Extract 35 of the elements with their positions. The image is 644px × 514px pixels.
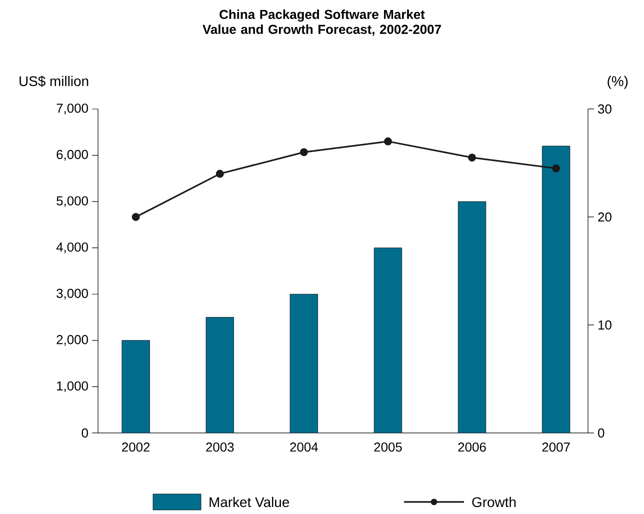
y2-tick-label: 30	[598, 104, 612, 114]
y-tick-label: 3,000	[56, 288, 88, 300]
y-tick-label: 1,000	[57, 381, 88, 392]
bar	[374, 248, 402, 433]
x-tick-label: 2003	[206, 442, 234, 452]
x-tick-label: 2007	[542, 442, 570, 452]
x-tick-label: 2005	[374, 442, 402, 452]
bar	[206, 317, 234, 433]
y2-tick-label: 20	[598, 212, 612, 222]
chart-title: China Packaged Software Market Value and Growth Forecast, 2002-2007	[202, 10, 441, 36]
point	[132, 213, 140, 221]
y-axis-title: US$ million	[20, 76, 88, 87]
y2-tick-label: 10	[598, 320, 612, 330]
bar	[542, 146, 570, 433]
point	[216, 170, 224, 178]
legend-label: Market Value	[210, 496, 290, 508]
bar	[122, 340, 150, 433]
bar	[290, 294, 318, 433]
x-tick-label: 2006	[458, 442, 486, 452]
y-tick-label: 4,000	[56, 242, 88, 254]
point	[468, 154, 476, 162]
point	[552, 164, 560, 172]
y2-axis-title: (%)	[608, 76, 628, 89]
legend-label: Growth	[472, 496, 516, 508]
x-tick-label: 2004	[290, 442, 318, 452]
y-tick-label: 7,000	[56, 104, 88, 114]
bar	[458, 202, 486, 433]
point	[300, 148, 308, 156]
y-tick-label: 5,000	[56, 196, 88, 207]
x-tick-label: 2002	[122, 442, 150, 452]
y2-tick-label: 0	[598, 428, 604, 438]
point	[384, 137, 392, 146]
y-tick-label: 0	[82, 428, 88, 438]
y-tick-label: 2,000	[56, 335, 88, 346]
y-tick-label: 6,000	[56, 150, 88, 161]
